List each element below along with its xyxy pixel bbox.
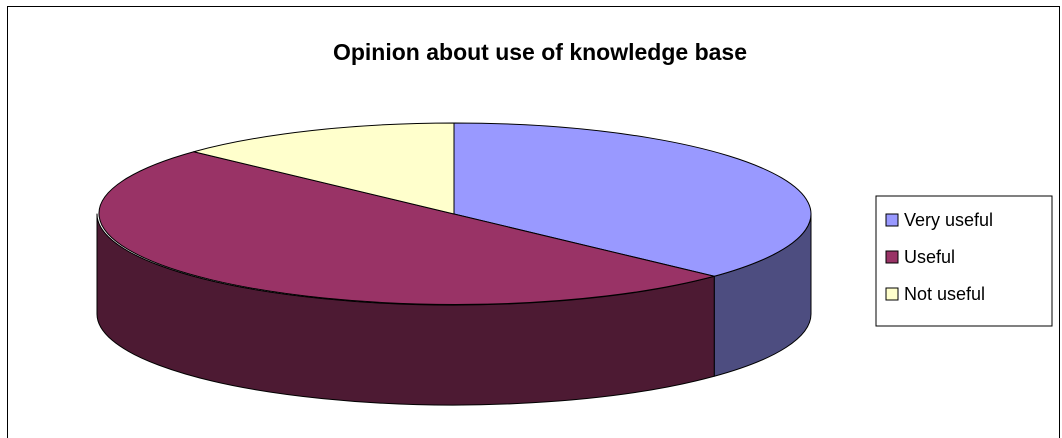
legend-box [875, 195, 1053, 327]
legend-label: Very useful [904, 210, 993, 230]
pie-slice-not-useful [193, 122, 455, 215]
legend-swatch [885, 287, 899, 301]
legend-swatch [885, 213, 899, 227]
legend: Very useful Useful Not useful [875, 195, 1053, 327]
pie-slice-very-useful [453, 122, 812, 277]
pie-slices [96, 122, 812, 406]
pie-slice-useful [98, 151, 715, 305]
chart-title: Opinion about use of knowledge base [333, 39, 747, 65]
legend-label: Useful [904, 247, 955, 267]
legend-label: Not useful [904, 284, 985, 304]
legend-swatch [885, 250, 899, 264]
